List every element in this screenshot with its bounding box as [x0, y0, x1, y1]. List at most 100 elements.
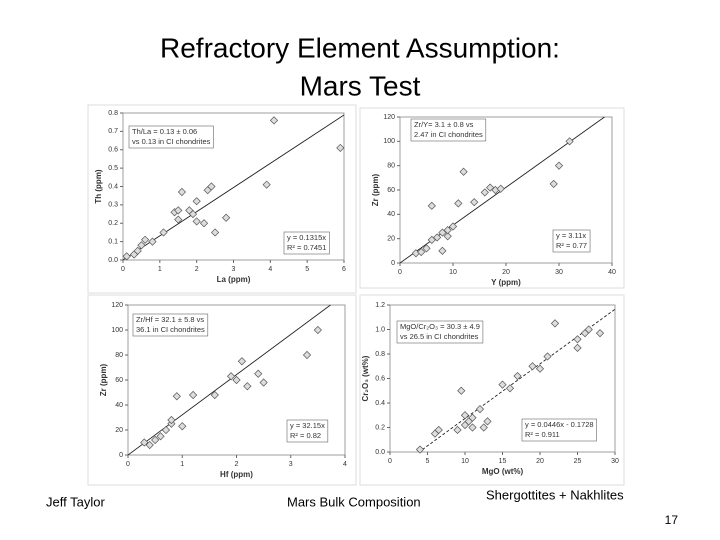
- x-tick-label: 0: [388, 458, 392, 465]
- fit-label-frame: [286, 419, 329, 443]
- point: [210, 228, 220, 237]
- point: [141, 235, 150, 244]
- point: [262, 180, 271, 189]
- point: [573, 335, 582, 344]
- page-number: 17: [665, 513, 679, 527]
- y-axis-label: Zr (ppm): [99, 363, 108, 396]
- point: [528, 362, 537, 371]
- annotation-frame: [396, 320, 484, 344]
- point: [161, 425, 171, 435]
- annotation-box: MgO/Cr₂O₃ = 30.3 ± 4.9vs 26.5 in CI chon…: [396, 320, 484, 344]
- point: [480, 188, 489, 197]
- point: [192, 217, 201, 226]
- point: [302, 350, 312, 360]
- fit-label-frame: [521, 418, 597, 442]
- x-tick-label: 30: [555, 269, 563, 276]
- x-tick-label: 15: [499, 458, 507, 465]
- x-tick-label: 1: [180, 461, 184, 468]
- fit-label: R² = 0.7451: [287, 243, 326, 252]
- point: [479, 423, 488, 432]
- annotation-frame: [128, 125, 214, 149]
- x-tick-label: 3: [232, 266, 236, 273]
- point: [192, 197, 201, 206]
- x-tick-label: 5: [426, 458, 430, 465]
- x-tick-label: 10: [461, 458, 469, 465]
- point: [483, 417, 492, 426]
- fit-label: R² = 0.82: [290, 431, 321, 440]
- y-tick-label: 120: [383, 114, 395, 121]
- fit-label: y = 3.11x: [556, 231, 586, 240]
- y-tick-label: 120: [111, 302, 123, 309]
- y-axis-label: Cr₂O₃ (wt%): [361, 355, 370, 401]
- point: [189, 390, 198, 400]
- x-tick-label: 4: [268, 266, 272, 273]
- annotation: MgO/Cr₂O₃ = 30.3 ± 4.9: [400, 322, 480, 331]
- point: [159, 228, 168, 237]
- point: [313, 325, 322, 335]
- x-tick-label: 20: [502, 269, 510, 276]
- point: [178, 422, 187, 431]
- x-tick-label: 20: [536, 458, 544, 465]
- y-tick-label: 0.4: [375, 400, 385, 407]
- y-tick-label: 0.4: [108, 183, 118, 190]
- point: [415, 445, 425, 454]
- x-axis-label: Hf (ppm): [220, 470, 253, 479]
- point: [269, 116, 279, 125]
- point: [454, 199, 463, 208]
- point: [438, 246, 447, 255]
- point: [550, 319, 560, 328]
- y-tick-label: 0.5: [108, 165, 118, 172]
- y-tick-label: 60: [387, 187, 395, 194]
- point: [573, 343, 582, 352]
- point: [549, 179, 558, 189]
- point: [151, 435, 160, 445]
- point: [468, 423, 477, 432]
- point: [554, 161, 564, 170]
- y-tick-label: 0.2: [108, 220, 118, 227]
- x-tick-label: 30: [611, 458, 619, 465]
- fit-label: R² = 0.77: [556, 241, 587, 250]
- point: [468, 413, 477, 422]
- y-axis-label: Zr (ppm): [371, 173, 380, 206]
- slide-title: Mars Test: [300, 70, 421, 101]
- x-tick-label: 4: [343, 461, 347, 468]
- point: [167, 415, 176, 425]
- x-tick-label: 2: [195, 266, 199, 273]
- point: [475, 405, 485, 414]
- point: [498, 380, 507, 389]
- point: [207, 182, 216, 191]
- point: [237, 357, 247, 366]
- slide-title: Refractory Element Assumption:: [160, 32, 560, 63]
- point: [243, 382, 252, 391]
- annotation: vs 26.5 in CI chondrites: [400, 332, 479, 341]
- point: [543, 352, 552, 361]
- y-tick-label: 0.0: [375, 449, 385, 456]
- fit-label-frame: [283, 231, 330, 255]
- point: [222, 213, 231, 222]
- point: [427, 201, 436, 210]
- x-tick-label: 3: [289, 461, 293, 468]
- point: [433, 233, 442, 242]
- point: [188, 209, 198, 219]
- point: [210, 390, 219, 400]
- point: [470, 198, 479, 207]
- x-tick-label: 25: [574, 458, 582, 465]
- footer-right: Shergottites + Nakhlites: [486, 487, 624, 502]
- point: [199, 219, 209, 228]
- y-tick-label: 0.8: [375, 351, 385, 358]
- point: [438, 228, 447, 237]
- y-tick-label: 0.6: [375, 375, 385, 382]
- footer-center: Mars Bulk Composition: [287, 494, 421, 509]
- y-tick-label: 80: [387, 163, 395, 170]
- point: [156, 432, 165, 441]
- y-tick-label: 0.1: [108, 238, 118, 245]
- y-tick-label: 0: [119, 452, 123, 459]
- y-axis-label: Th (ppm): [94, 169, 103, 204]
- footer-left: Jeff Taylor: [46, 494, 105, 509]
- point: [448, 222, 458, 231]
- chart-panel: [87, 294, 357, 486]
- y-tick-label: 0.6: [108, 147, 118, 154]
